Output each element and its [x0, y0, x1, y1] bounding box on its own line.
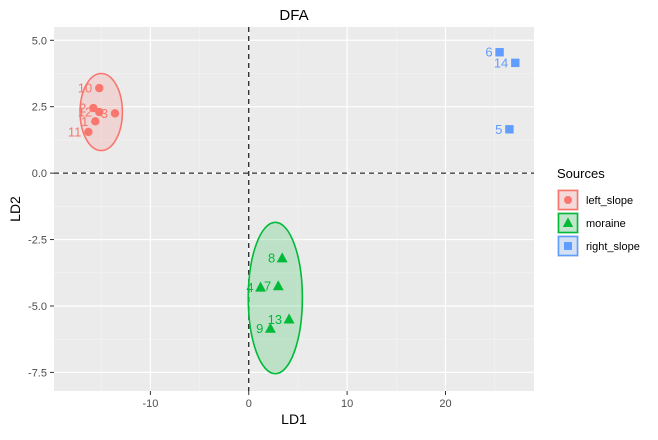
point-left_slope-1	[91, 117, 100, 126]
point-label-left_slope-3: 3	[101, 106, 108, 121]
point-label-left_slope-2: 2	[79, 101, 86, 116]
point-right_slope-14	[511, 58, 520, 68]
point-label-moraine-9: 9	[256, 321, 263, 336]
point-moraine-13	[283, 313, 295, 324]
point-moraine-4	[255, 281, 266, 292]
x-tick-label: 10	[341, 398, 353, 410]
y-tick-label: -7.5	[28, 367, 47, 379]
confidence-ellipse-moraine	[247, 221, 304, 375]
legend-label-right_slope: right_slope	[586, 241, 640, 253]
point-moraine-8	[276, 252, 288, 263]
point-label-right_slope-6: 6	[485, 45, 492, 60]
y-tick-label: 0.0	[32, 168, 47, 180]
chart-title: DFA	[279, 7, 308, 24]
point-left_slope-3	[110, 109, 120, 118]
point-label-left_slope-1: 1	[81, 114, 88, 129]
point-left_slope-10	[95, 83, 104, 93]
y-axis-title: LD2	[7, 196, 23, 222]
point-moraine-9	[264, 322, 276, 333]
x-tick-label: 0	[246, 398, 252, 410]
y-tick-label: -5.0	[28, 301, 47, 313]
point-right_slope-6	[495, 48, 504, 57]
x-tick-label: 20	[439, 398, 451, 410]
point-moraine-7	[272, 280, 284, 291]
x-axis-title: LD1	[281, 411, 307, 427]
point-label-moraine-7: 7	[264, 279, 271, 294]
legend-title: Sources	[557, 166, 605, 181]
y-tick-label: 5.0	[32, 35, 47, 47]
point-label-moraine-13: 13	[268, 312, 282, 327]
point-left_slope-2	[89, 103, 98, 113]
point-label-right_slope-5: 5	[495, 122, 502, 137]
legend-label-moraine: moraine	[586, 218, 626, 230]
x-tick-label: -10	[142, 398, 158, 410]
legend-label-left_slope: left_slope	[586, 195, 633, 207]
point-label-moraine-4: 4	[246, 280, 253, 295]
y-tick-label: 2.5	[32, 102, 47, 114]
point-label-left_slope-10: 10	[78, 81, 92, 96]
point-right_slope-5	[505, 125, 514, 134]
legend-key-marker-moraine	[562, 217, 574, 227]
legend-key-marker-right_slope	[564, 242, 572, 250]
point-label-moraine-8: 8	[268, 251, 275, 266]
point-label-right_slope-14: 14	[494, 55, 508, 70]
point-label-left_slope-12: 12	[78, 105, 92, 120]
point-left_slope-11	[84, 127, 93, 137]
point-label-left_slope-11: 11	[68, 124, 82, 139]
point-left_slope-12	[95, 107, 104, 117]
plot-panel	[54, 27, 534, 391]
legend-key-marker-left_slope	[564, 196, 572, 204]
y-tick-label: -2.5	[28, 235, 47, 247]
